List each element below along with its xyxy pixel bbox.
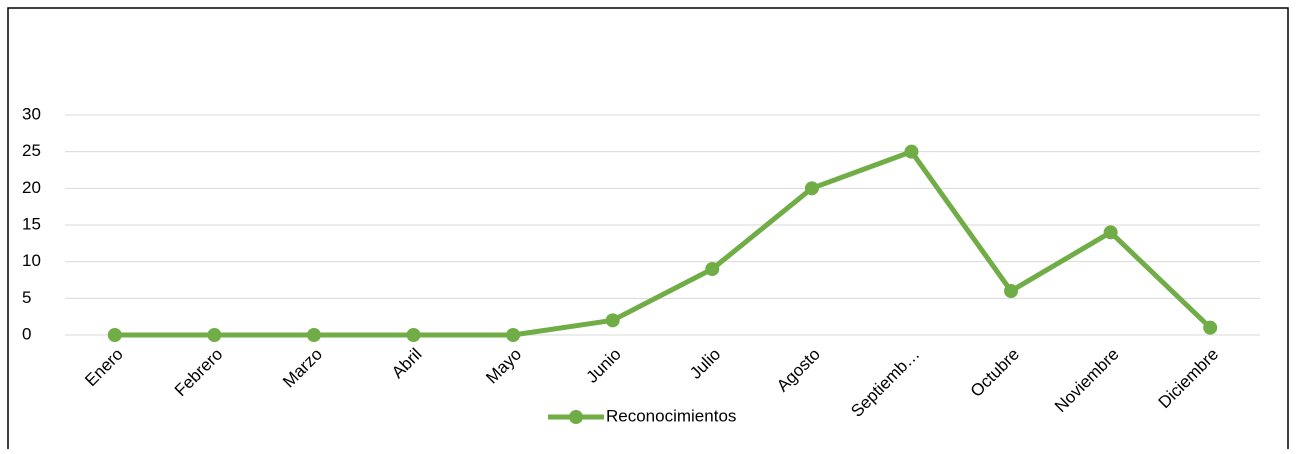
x-tick-label: Septiemb… xyxy=(847,345,923,421)
point xyxy=(605,313,620,328)
x-tick-label: Febrero xyxy=(171,345,227,401)
y-tick-label: 10 xyxy=(22,251,41,270)
y-tick-label: 20 xyxy=(22,178,41,197)
x-tick-label: Diciembre xyxy=(1155,345,1223,413)
point xyxy=(506,328,521,342)
x-tick-label: Octubre xyxy=(967,345,1023,401)
x-tick-label: Enero xyxy=(81,345,127,391)
point xyxy=(804,181,819,196)
point xyxy=(107,328,122,342)
point xyxy=(207,328,222,342)
series-line xyxy=(114,149,1212,338)
x-tick-label: Julio xyxy=(686,345,724,383)
y-tick-label: 5 xyxy=(22,288,31,307)
x-tick-label: Junio xyxy=(583,345,625,387)
legend-label: Reconocimientos xyxy=(606,406,736,425)
x-tick-label: Agosto xyxy=(773,345,824,396)
x-tick-label: Marzo xyxy=(279,345,326,392)
chart-border xyxy=(7,7,1289,449)
point xyxy=(705,262,720,276)
x-tick-label: Noviembre xyxy=(1051,345,1123,417)
legend-marker xyxy=(569,410,583,424)
x-tick-label: Mayo xyxy=(482,345,525,388)
point xyxy=(306,328,321,342)
point xyxy=(904,144,919,159)
point xyxy=(406,328,421,342)
point xyxy=(1103,225,1118,240)
x-tick-label: Abril xyxy=(388,345,425,382)
y-tick-label: 15 xyxy=(22,214,41,233)
point xyxy=(1203,320,1218,335)
y-tick-label: 30 xyxy=(22,104,41,123)
y-tick-label: 0 xyxy=(22,324,31,343)
point xyxy=(1004,284,1019,298)
y-tick-label: 25 xyxy=(22,141,41,160)
